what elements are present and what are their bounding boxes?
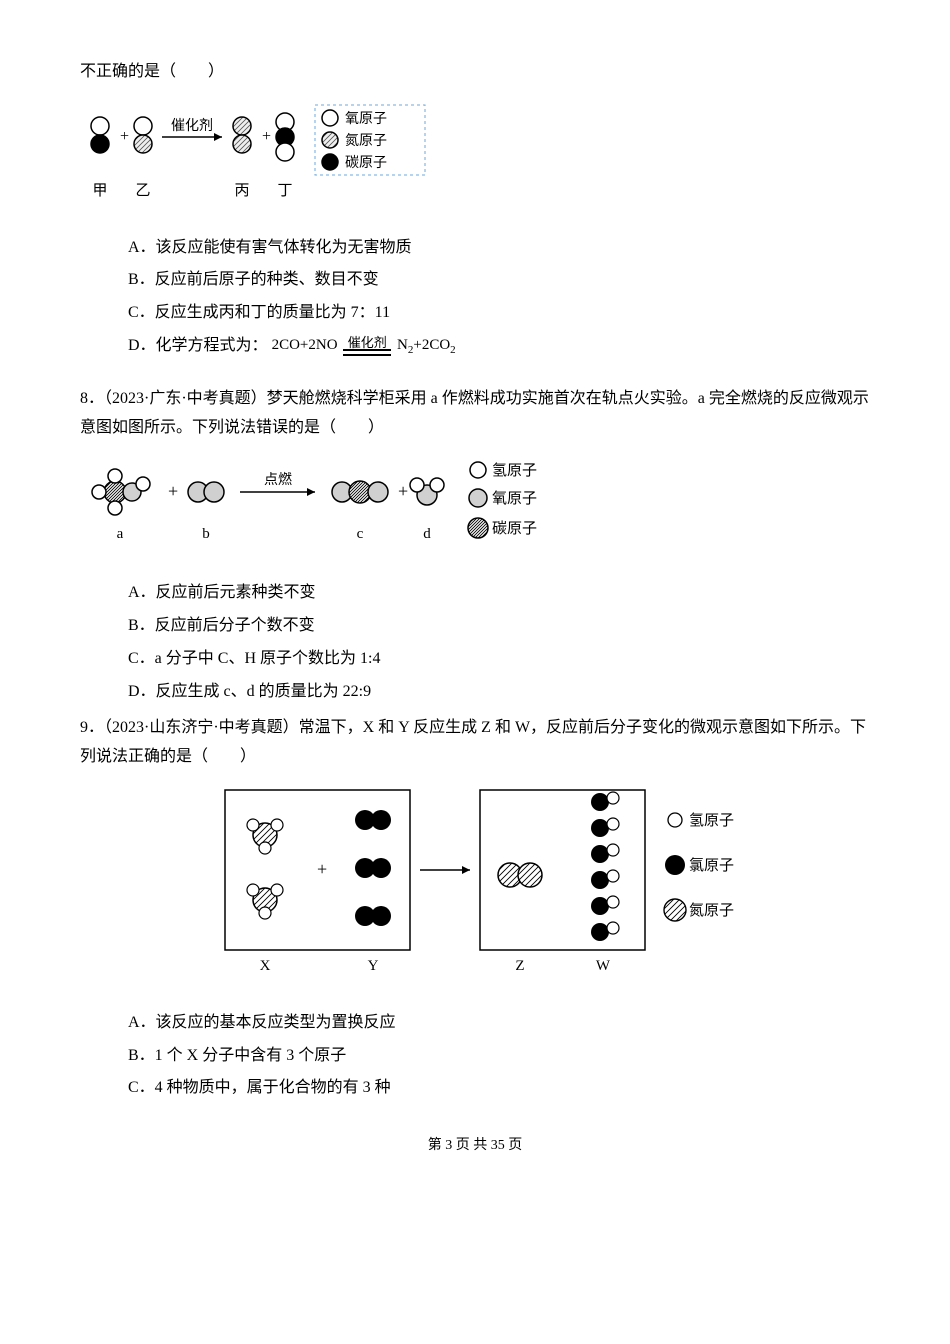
q9-w-col [591, 792, 619, 941]
plus-2: + [262, 128, 271, 145]
molecule-d [410, 478, 444, 505]
q9-z [498, 863, 542, 887]
molecule-c [332, 481, 388, 503]
q9-leg-n: 氮原子 [689, 902, 734, 919]
q8-plus2: + [398, 481, 408, 501]
q7-opt-b: B．反应前后原子的种类、数目不变 [80, 266, 870, 295]
page-footer: 第 3 页 共 35 页 [80, 1133, 870, 1158]
q7-d-equation: 2CO+2NO 催化剂 N2+2CO2 [272, 332, 456, 361]
q8-arrow: 点燃 [240, 471, 315, 496]
label-jia: 甲 [92, 183, 107, 199]
q8-leg-h: 氢原子 [492, 462, 537, 479]
q9-lx: X [260, 958, 271, 974]
q8-leg-o: 氧原子 [492, 490, 537, 507]
q9-x-1 [247, 819, 283, 854]
q8-legend: 氢原子 氧原子 碳原子 [468, 462, 537, 538]
legend-c-label: 碳原子 [345, 155, 387, 171]
q8-label-b: b [202, 526, 210, 542]
legend-n-label: 氮原子 [345, 133, 387, 149]
molecule-b [188, 482, 224, 502]
eq-sub2: 2 [450, 344, 456, 356]
eq-right2: +2CO [413, 337, 450, 353]
q8-diagram: + 点燃 + 氢原子 氧原子 碳原子 a b c d [80, 450, 870, 571]
q9-y-3 [355, 906, 391, 926]
q9-y-1 [355, 810, 391, 830]
q9-diagram: + X Y Z W 氢原子 氯原子 氮原子 [80, 780, 870, 1001]
q9-legend: 氢原子 氯原子 氮原子 [664, 812, 734, 921]
label-yi: 乙 [135, 183, 150, 199]
q7-opt-d: D．化学方程式为： 2CO+2NO 催化剂 N2+2CO2 [80, 332, 870, 361]
q9-arrow [420, 866, 470, 874]
q8-label-c: c [357, 526, 364, 542]
q9-opt-b: B．1 个 X 分子中含有 3 个原子 [80, 1042, 870, 1071]
molecule-ding [276, 113, 294, 161]
plus-1: + [120, 128, 129, 145]
molecule-a [92, 469, 150, 515]
q9-stem: 9．（2023·山东济宁·中考真题）常温下，X 和 Y 反应生成 Z 和 W，反… [80, 714, 870, 772]
q8-opt-d: D．反应生成 c、d 的质量比为 22:9 [80, 678, 870, 707]
q9-lw: W [596, 958, 611, 974]
q9-ly: Y [368, 958, 379, 974]
label-ding: 丁 [277, 183, 292, 199]
legend-box: 氧原子 氮原子 碳原子 [315, 105, 425, 175]
eq-top: 催化剂 [343, 336, 391, 349]
q8-opt-c: C．a 分子中 C、H 原子个数比为 1:4 [80, 645, 870, 674]
q7-opt-a: A．该反应能使有害气体转化为无害物质 [80, 234, 870, 263]
molecule-bing [233, 117, 251, 153]
q9-leg-h: 氢原子 [689, 812, 734, 829]
q9-x-2 [247, 884, 283, 919]
q7-stem-tail: 不正确的是（ ） [80, 58, 870, 87]
legend-o-label: 氧原子 [345, 111, 387, 127]
eq-right1: N [397, 337, 408, 353]
q8-leg-c: 碳原子 [492, 520, 537, 537]
q8-plus1: + [168, 481, 178, 501]
q9-opt-c: C．4 种物质中，属于化合物的有 3 种 [80, 1074, 870, 1103]
q8-label-a: a [117, 526, 124, 542]
q9-opt-a: A．该反应的基本反应类型为置换反应 [80, 1009, 870, 1038]
arrow-catalyst: 催化剂 [162, 118, 222, 141]
q7-opt-c: C．反应生成丙和丁的质量比为 7：11 [80, 299, 870, 328]
arrow-top-label: 催化剂 [171, 118, 213, 134]
q8-opt-a: A．反应前后元素种类不变 [80, 579, 870, 608]
q9-y-2 [355, 858, 391, 878]
molecule-yi [134, 117, 152, 153]
q8-opt-b: B．反应前后分子个数不变 [80, 612, 870, 641]
q8-arrow-top: 点燃 [264, 471, 292, 488]
molecule-jia [91, 117, 109, 153]
q8-label-d: d [423, 526, 431, 542]
label-bing: 丙 [234, 183, 249, 199]
q8-stem: 8．（2023·广东·中考真题）梦天舱燃烧科学柜采用 a 作燃料成功实施首次在轨… [80, 385, 870, 443]
q9-plus: + [317, 859, 327, 879]
q9-lz: Z [515, 958, 524, 974]
q7-diagram: + 催化剂 + 氧原子 氮原子 碳原子 甲 乙 丙 丁 [80, 95, 870, 226]
q7-d-prefix: D．化学方程式为： [128, 337, 268, 354]
eq-left: 2CO+2NO [272, 337, 338, 353]
q9-leg-cl: 氯原子 [689, 857, 734, 874]
